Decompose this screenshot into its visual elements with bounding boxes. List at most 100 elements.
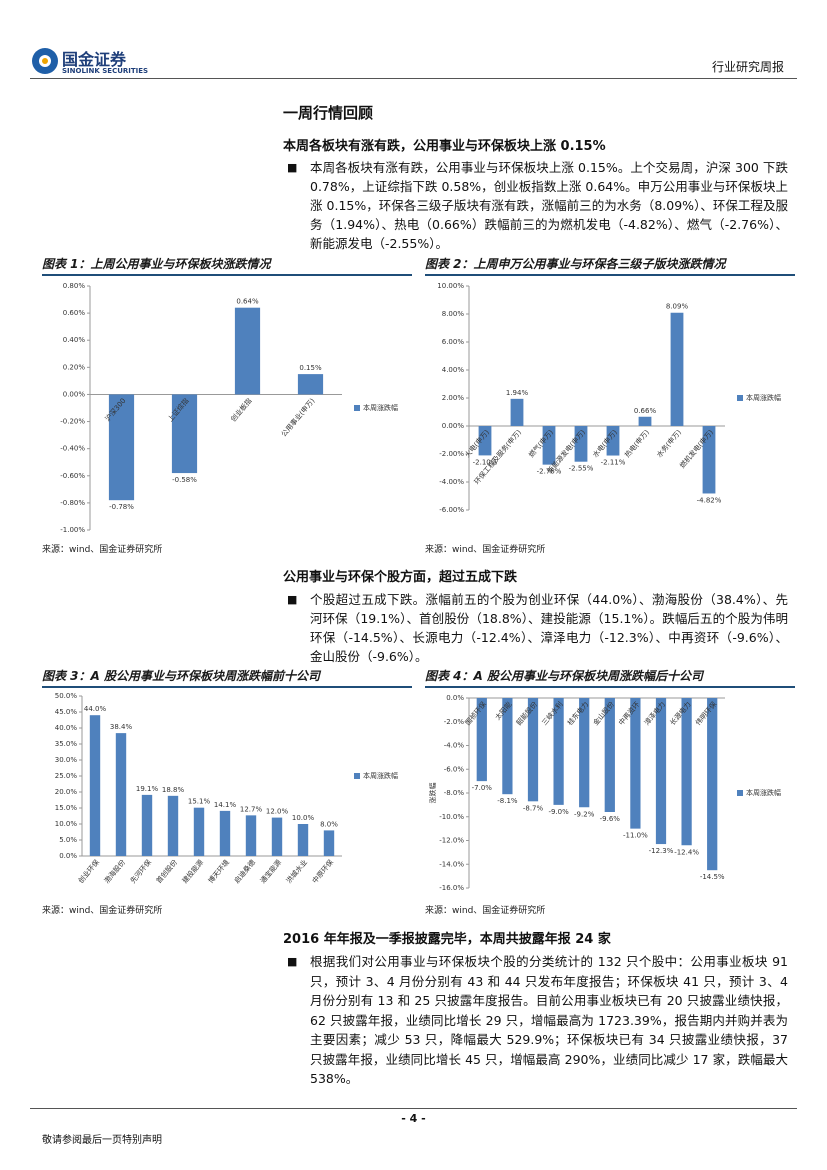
legend-swatch [737,395,743,401]
y-tick-label: 0.20% [63,363,86,371]
x-tick-label: 创业板指 [229,396,254,423]
source: 来源：wind、国金证券研究所 [425,906,546,916]
y-tick-label: 15.0% [55,804,78,812]
legend-swatch [737,790,743,796]
y-tick-label: -4.00% [439,478,464,486]
figure-title: 图表 4：A 股公用事业与环保板块周涨跌幅后十公司 [425,666,795,688]
value-label: -9.2% [574,810,595,818]
figure-title: 图表 3：A 股公用事业与环保板块周涨跌幅前十公司 [42,666,412,688]
y-tick-label: 0.60% [63,309,86,317]
bar [108,394,135,501]
brand: 国金证券 [62,50,127,69]
x-tick-label: 博天环境 [206,858,231,885]
x-tick-label: 首创股份 [154,858,179,885]
value-label: 14.1% [214,801,237,809]
x-tick-label: 渤海股份 [102,858,127,885]
bullet: ■ [287,161,298,174]
value-label: -8.1% [497,797,518,805]
y-tick-label: 25.0% [55,772,78,780]
bar [167,795,179,856]
y-tick-label: 20.0% [55,788,78,796]
figure-title: 图表 2：上周申万公用事业与环保各三级子版块涨跌情况 [425,254,795,276]
paragraph: 根据我们对公用事业与环保板块个股的分类统计的 132 只个股中：公用事业板块 9… [310,954,788,1086]
y-tick-label: 2.00% [442,394,465,402]
y-tick-label: 0.0% [59,852,77,860]
value-label: 0.64% [236,298,259,306]
legend-label: 本周涨跌幅 [363,771,398,780]
value-label: -8.7% [523,804,544,812]
y-tick-label: -14.0% [439,860,464,868]
value-label: 8.0% [320,820,338,828]
value-label: -2.76% [537,468,562,476]
value-label: -2.55% [569,465,594,473]
bar [638,416,652,426]
heading: 公用事业与环保个股方面，超过五成下跌 [283,570,518,585]
y-tick-label: 0.40% [63,336,86,344]
bar [89,715,101,856]
x-tick-label: 中原环保 [310,858,335,885]
legend-swatch [354,405,360,411]
y-tick-label: 4.00% [442,366,465,374]
bar [271,817,283,856]
y-tick-label: -4.0% [444,742,465,750]
footer-rule [30,1108,797,1109]
bar [553,698,564,805]
value-label: 38.4% [110,723,133,731]
y-tick-label: -2.00% [439,450,464,458]
bar [297,374,324,395]
value-label: 0.66% [634,407,657,415]
y-tick-label: 45.0% [55,708,78,716]
y-tick-label: 0.00% [63,390,86,398]
bullet: ■ [287,955,298,968]
logo [32,48,58,74]
legend-label: 本周涨跌幅 [363,403,398,412]
x-tick-label: 建投能源 [180,858,205,885]
value-label: -11.0% [623,832,648,840]
y-tick-label: 8.00% [442,310,465,318]
disclaimer: 敬请参阅最后一页特别声明 [42,1135,162,1146]
x-tick-label: 洪城水业 [284,858,309,885]
value-label: -0.58% [172,476,197,484]
bar [681,698,692,846]
y-tick-label: 50.0% [55,692,78,700]
source: 来源：wind、国金证券研究所 [42,906,163,916]
source: 来源：wind、国金证券研究所 [42,545,163,555]
value-label: -4.82% [697,496,722,504]
bar [574,426,588,462]
bar [171,394,198,474]
chart: -16.0% -14.0% -12.0% -10.0% -8.0% -6.0% -4.0% -… [428,694,781,892]
bar [115,733,127,856]
bar [630,698,641,829]
section-title: 一周行情回顾 [283,104,374,122]
y-tick-label: -2.0% [444,718,465,726]
bar [502,698,513,795]
bar [234,307,261,395]
bullet: ■ [287,593,298,606]
y-tick-label: 0.80% [63,282,86,290]
value-label: -2.10% [473,458,498,466]
legend-label: 本周涨跌幅 [746,393,781,402]
bar [245,815,257,856]
chart: -1.00% -0.80% -0.60% -0.40% -0.20% 0.00% 0.20%… [60,282,398,534]
value-label: 12.0% [266,808,289,816]
header-rule [30,78,797,79]
value-label: 15.1% [188,798,211,806]
bar [604,698,615,812]
brand-en: SINOLINK SECURITIES [62,67,149,75]
y-tick-label: -0.40% [60,445,85,453]
bar [702,426,716,494]
x-tick-label: 先河环保 [128,858,153,885]
y-tick-label: 0.00% [442,422,465,430]
y-tick-label: 0.0% [446,694,464,702]
chart: -6.00% -4.00% -2.00% 0.00% 2.00% 4.00% 6.00% 8.… [437,282,781,514]
bar [219,810,231,856]
y-tick-label: -6.00% [439,506,464,514]
value-label: -7.0% [472,784,493,792]
y-tick-label: -1.00% [60,526,85,534]
value-label: 19.1% [136,785,159,793]
value-label: -14.5% [700,873,725,881]
x-tick-label: 通宝能源 [258,858,283,885]
y-tick-label: -8.0% [444,789,465,797]
value-label: 1.94% [506,389,529,397]
